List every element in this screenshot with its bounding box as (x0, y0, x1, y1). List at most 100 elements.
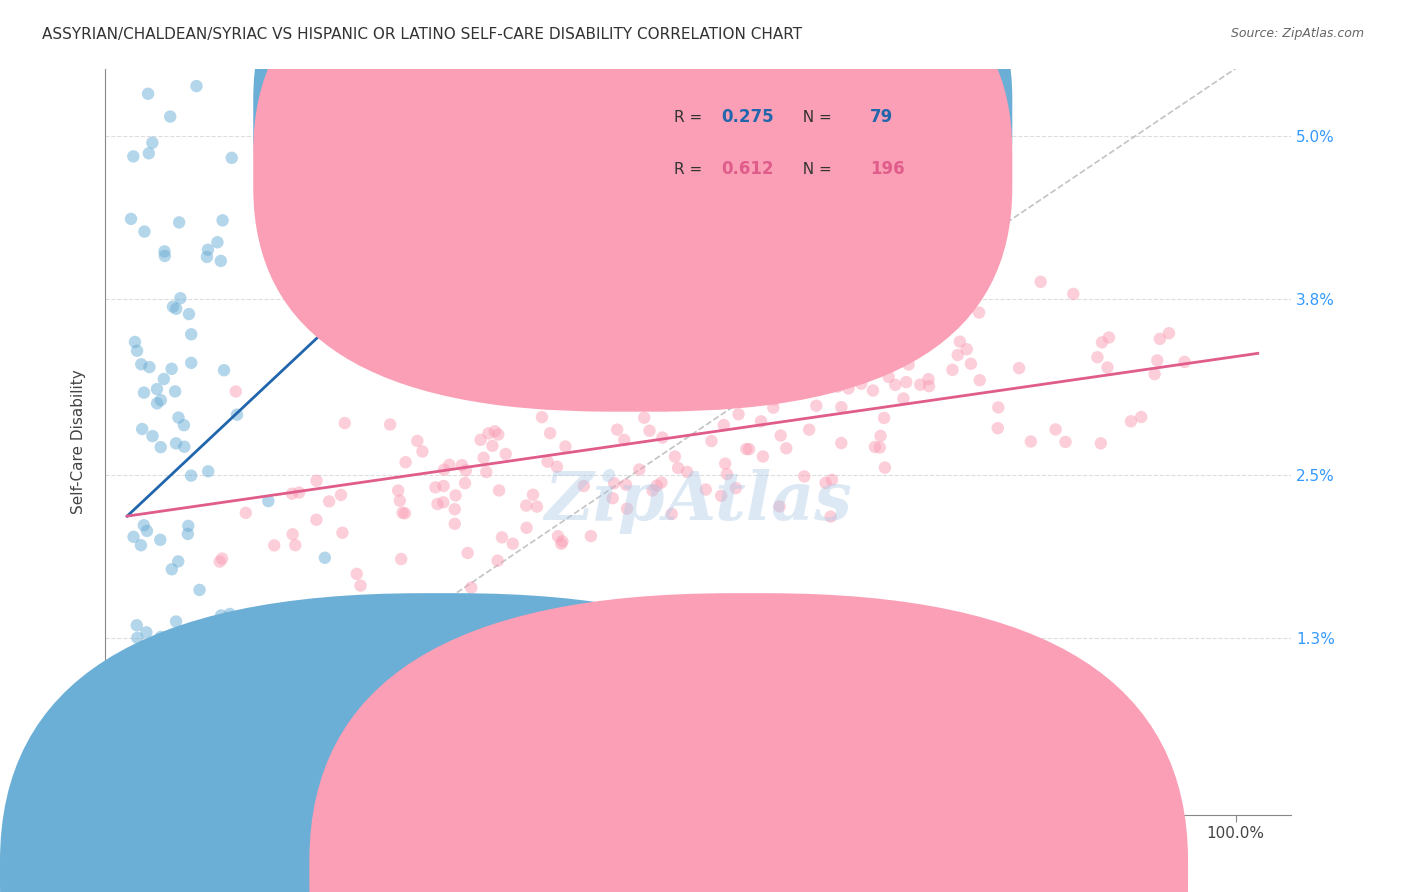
pink (645, 478, 668, 492)
blue (122, 149, 145, 163)
blue (195, 250, 218, 264)
pink (516, 521, 538, 535)
pink (606, 423, 628, 437)
pink (716, 380, 738, 394)
pink (820, 509, 842, 524)
pink (426, 497, 449, 511)
pink (550, 537, 572, 551)
pink (1173, 355, 1195, 369)
pink (411, 444, 433, 458)
pink (602, 491, 624, 506)
pink (682, 390, 704, 404)
pink (614, 477, 637, 491)
pink (789, 356, 811, 370)
blue (122, 530, 145, 544)
pink (890, 278, 912, 293)
pink (1098, 330, 1121, 344)
blue (177, 519, 200, 533)
pink (1062, 287, 1084, 301)
pink (641, 483, 664, 498)
blue (149, 630, 172, 644)
FancyBboxPatch shape (253, 0, 1012, 359)
pink (796, 283, 818, 297)
pink (318, 494, 340, 508)
pink (1087, 350, 1109, 364)
pink (737, 332, 759, 346)
blue (186, 78, 208, 93)
pink (713, 418, 735, 433)
blue (160, 562, 183, 576)
pink (917, 372, 939, 386)
blue (165, 615, 187, 629)
blue (186, 718, 208, 732)
blue (160, 361, 183, 376)
blue (193, 690, 215, 704)
pink (616, 501, 638, 516)
pink (460, 581, 482, 595)
blue (211, 213, 233, 227)
pink (821, 473, 844, 487)
pink (818, 364, 841, 378)
pink (752, 450, 775, 464)
pink (967, 305, 990, 319)
blue (165, 301, 187, 316)
Text: Hispanics or Latinos: Hispanics or Latinos (773, 865, 912, 880)
pink (650, 475, 672, 490)
pink (389, 552, 412, 566)
Text: Assyrians/Chaldeans/Syriacs: Assyrians/Chaldeans/Syriacs (464, 865, 662, 880)
pink (897, 358, 920, 372)
Text: 196: 196 (870, 161, 904, 178)
pink (211, 551, 233, 566)
blue (153, 638, 176, 652)
blue (149, 393, 172, 408)
pink (509, 392, 531, 406)
pink (394, 455, 416, 469)
pink (330, 488, 353, 502)
pink (724, 481, 747, 495)
blue (180, 468, 202, 483)
pink (472, 450, 495, 465)
pink (554, 440, 576, 454)
pink (806, 399, 828, 413)
pink (613, 433, 636, 447)
pink (579, 529, 602, 543)
pink (939, 317, 962, 331)
blue (167, 215, 190, 229)
pink (305, 513, 328, 527)
pink (738, 442, 761, 457)
pink (624, 335, 647, 350)
pink (526, 500, 548, 514)
pink (759, 356, 782, 370)
blue (165, 436, 187, 450)
pink (797, 423, 820, 437)
blue (177, 307, 200, 321)
pink (651, 431, 673, 445)
Text: 0.612: 0.612 (721, 161, 775, 178)
pink (884, 377, 907, 392)
pink (775, 442, 797, 456)
blue (153, 244, 176, 259)
blue (167, 554, 190, 568)
pink (956, 343, 979, 357)
pink (652, 399, 675, 413)
blue (209, 253, 232, 268)
pink (1091, 335, 1114, 350)
blue (142, 681, 165, 695)
Text: R =: R = (675, 161, 707, 177)
pink (484, 424, 506, 438)
pink (583, 384, 606, 398)
pink (533, 359, 555, 374)
pink (631, 394, 654, 409)
pink (509, 369, 531, 384)
pink (869, 441, 891, 455)
pink (869, 429, 891, 443)
blue (169, 291, 191, 305)
Text: ZipAtlas: ZipAtlas (544, 468, 852, 533)
pink (406, 434, 429, 448)
pink (333, 416, 356, 430)
pink (454, 463, 477, 477)
blue (134, 225, 156, 239)
blue (131, 422, 153, 436)
pink (515, 499, 537, 513)
pink (685, 387, 707, 401)
